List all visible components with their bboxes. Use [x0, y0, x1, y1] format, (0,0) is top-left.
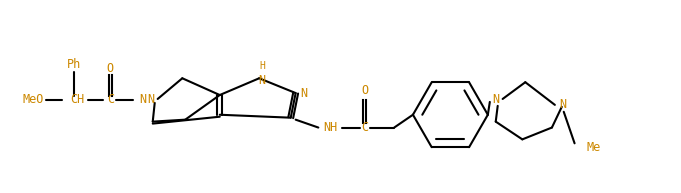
Text: NH: NH: [323, 121, 337, 134]
Text: N: N: [259, 74, 266, 87]
Text: Me: Me: [586, 141, 601, 154]
Text: C: C: [361, 121, 368, 134]
Text: C: C: [107, 93, 114, 107]
Text: Ph: Ph: [67, 58, 81, 71]
Text: N: N: [559, 98, 567, 111]
Text: N: N: [492, 93, 499, 107]
Text: CH: CH: [70, 93, 84, 107]
Text: O: O: [107, 62, 114, 75]
Text: O: O: [361, 84, 368, 96]
Text: MeO: MeO: [22, 93, 44, 107]
Text: N: N: [300, 86, 307, 100]
Text: N: N: [147, 93, 155, 107]
Text: H: H: [259, 61, 265, 71]
Text: N: N: [140, 93, 146, 107]
